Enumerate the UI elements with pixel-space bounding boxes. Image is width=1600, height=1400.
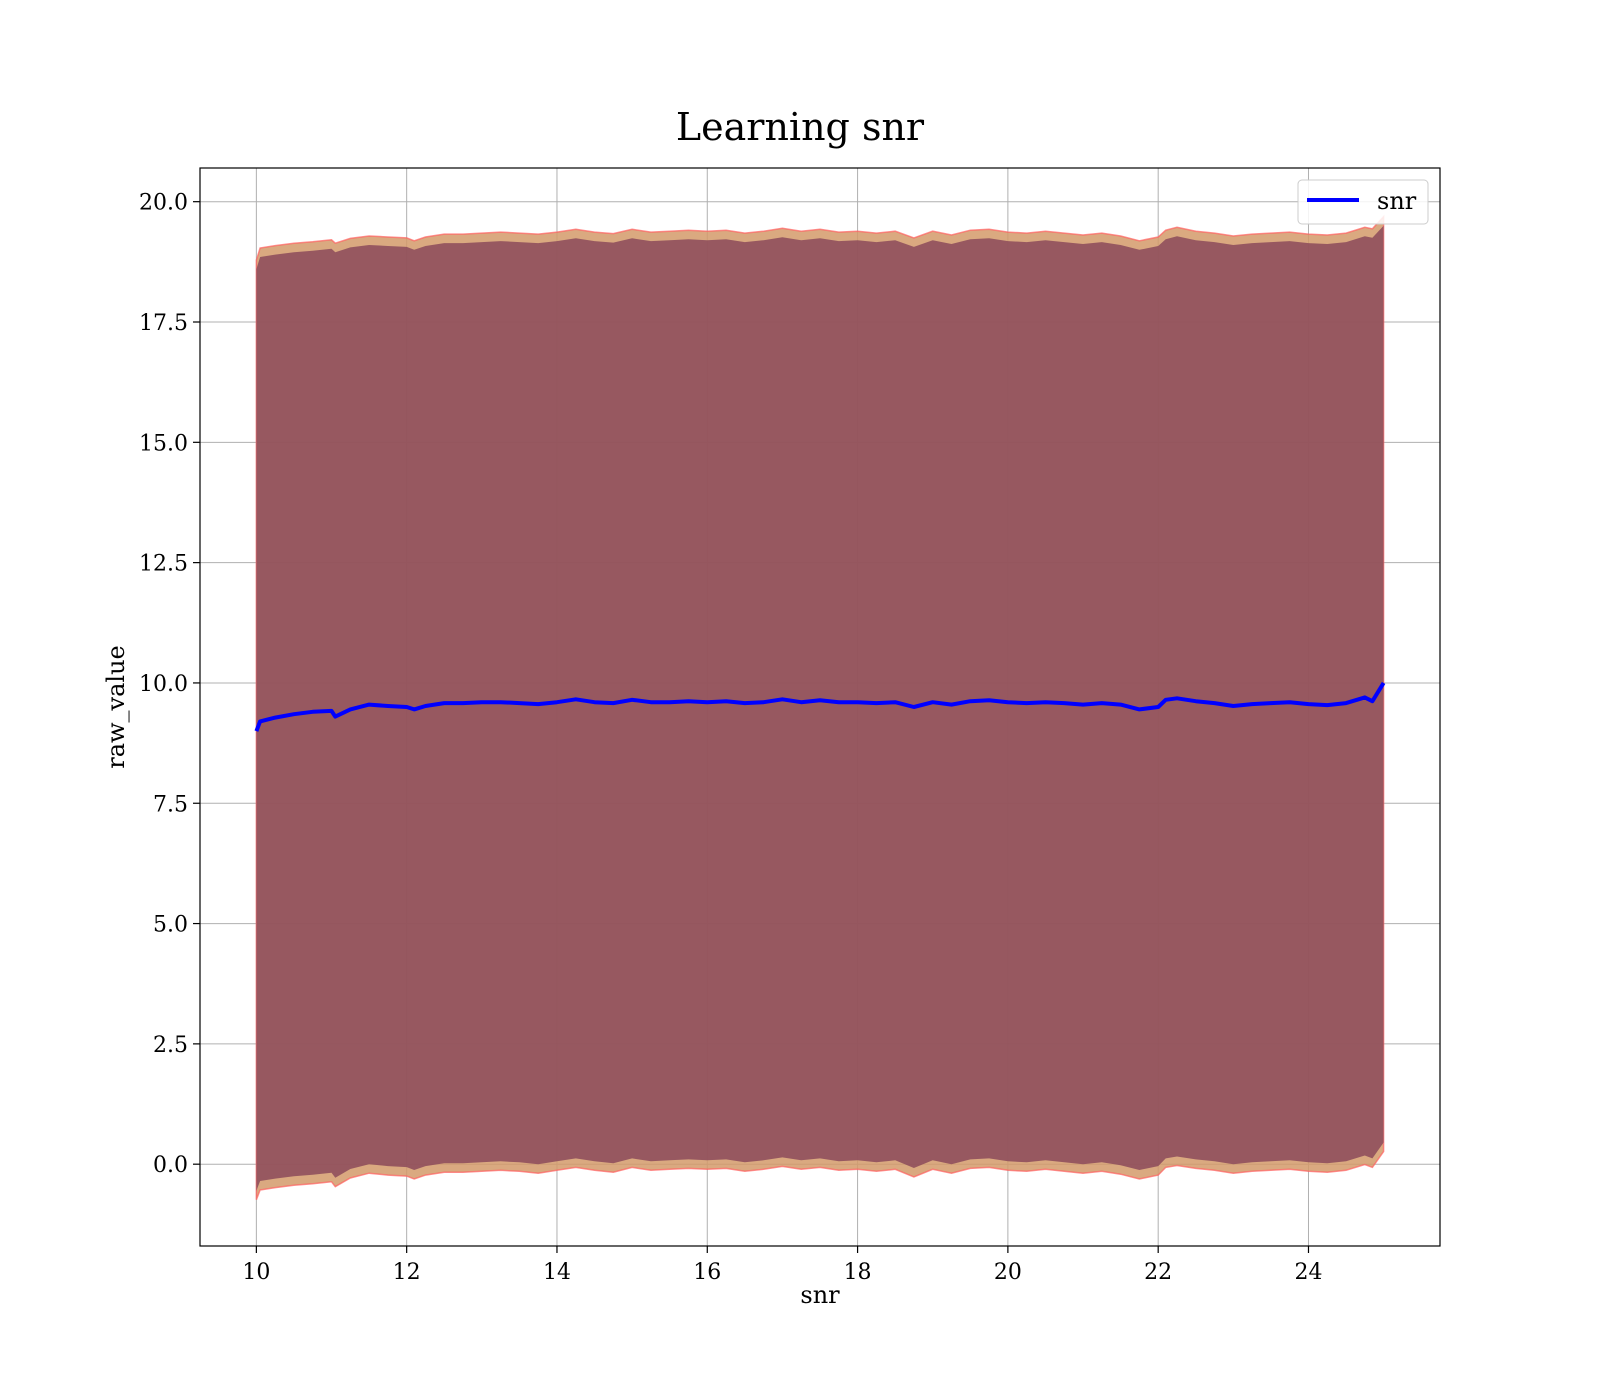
y-tick-label: 0.0 bbox=[153, 1153, 188, 1178]
plot-frame bbox=[199, 167, 1441, 1247]
x-tick-label: 10 bbox=[242, 1260, 270, 1285]
x-axis-label: snr bbox=[800, 1281, 840, 1309]
y-tick-label: 10.0 bbox=[139, 672, 188, 697]
y-axis: 0.0 2.5 5.0 7.5 10.0 12.5 15.0 17.5 20.0 bbox=[139, 191, 200, 1178]
confidence-band bbox=[256, 225, 1384, 1191]
y-tick-label: 5.0 bbox=[153, 913, 188, 938]
x-tick-label: 14 bbox=[543, 1260, 571, 1285]
y-tick-label: 20.0 bbox=[139, 191, 188, 216]
y-axis-label: raw_value bbox=[102, 645, 130, 769]
x-tick-label: 18 bbox=[844, 1260, 872, 1285]
y-tick-label: 12.5 bbox=[139, 552, 188, 577]
legend: snr bbox=[1297, 179, 1429, 225]
y-tick-label: 17.5 bbox=[139, 311, 188, 336]
x-tick-label: 22 bbox=[1144, 1260, 1172, 1285]
y-tick-label: 7.5 bbox=[153, 792, 188, 817]
x-tick-label: 24 bbox=[1294, 1260, 1322, 1285]
chart-title: Learning snr bbox=[676, 105, 925, 149]
legend-label-snr: snr bbox=[1377, 187, 1417, 215]
band-layer bbox=[255, 214, 1385, 1200]
y-tick-label: 2.5 bbox=[153, 1033, 188, 1058]
x-tick-label: 20 bbox=[994, 1260, 1022, 1285]
x-tick-label: 16 bbox=[693, 1260, 721, 1285]
line-layer bbox=[254, 681, 1386, 732]
legend-box bbox=[1297, 179, 1429, 225]
x-axis: 10 12 14 16 18 20 22 24 bbox=[242, 1246, 1322, 1285]
x-tick-label: 12 bbox=[393, 1260, 421, 1285]
series-line-snr bbox=[254, 681, 1386, 732]
y-tick-label: 15.0 bbox=[139, 431, 188, 456]
